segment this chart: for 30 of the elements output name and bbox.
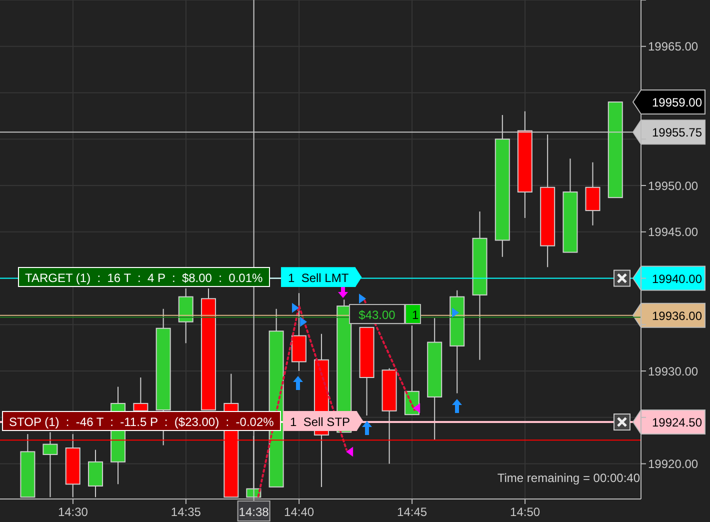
ref-line-label: 19924.50 bbox=[652, 416, 702, 430]
candlestick bbox=[42, 432, 58, 498]
annotation: 1 Sell LMT bbox=[281, 267, 362, 288]
annotation: $43.00 bbox=[349, 304, 405, 324]
y-tick-label: 19920.00 bbox=[648, 457, 698, 472]
ref-line-label: 19955.75 bbox=[652, 126, 702, 140]
x-tick-label: 14:40 bbox=[284, 505, 314, 519]
annotation: 1 Sell STP bbox=[283, 411, 364, 432]
ref-line-label: 19940.00 bbox=[652, 272, 702, 286]
y-tick-label: 19965.00 bbox=[648, 40, 698, 54]
annotation: 1 bbox=[405, 304, 421, 324]
point bbox=[359, 294, 366, 304]
x-tick-label: 14:30 bbox=[58, 505, 88, 519]
y-tick-label: 19930.00 bbox=[648, 364, 698, 378]
x-tick-label: 14:45 bbox=[397, 505, 428, 519]
annotation: Time remaining = 00:00:40 bbox=[497, 471, 640, 485]
x-tick-label: 14:35 bbox=[170, 505, 202, 519]
point bbox=[346, 446, 354, 457]
y-tick-label: 19950.00 bbox=[648, 178, 698, 193]
annotation: TARGET (1) : 16 T : 4 P : $8.00 : 0.01% bbox=[18, 267, 270, 288]
text: 19959.00 bbox=[652, 96, 702, 110]
y-tick-label: 19945.00 bbox=[648, 225, 698, 240]
point bbox=[300, 316, 308, 327]
candlestick bbox=[585, 162, 600, 226]
annotation: STOP (1) : -46 T : -11.5 P : ($23.00) : -0.02% bbox=[2, 411, 281, 432]
x-tick-label: 14:38 bbox=[238, 505, 270, 519]
candlestick bbox=[133, 376, 148, 412]
ref-line-label: 19936.00 bbox=[652, 308, 702, 323]
point bbox=[452, 308, 460, 318]
x-tick-label: 14:50 bbox=[510, 505, 540, 519]
